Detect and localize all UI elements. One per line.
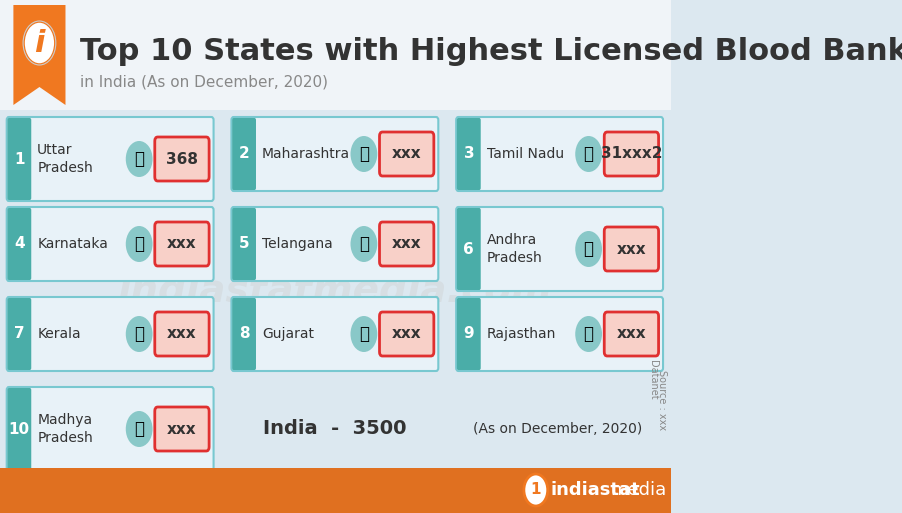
Text: indiastat: indiastat [551,481,640,499]
Text: 368: 368 [166,151,198,167]
FancyBboxPatch shape [6,207,214,281]
Text: 2: 2 [239,147,250,162]
FancyBboxPatch shape [155,407,209,451]
Text: 🗺: 🗺 [359,145,369,163]
Text: (As on December, 2020): (As on December, 2020) [474,422,643,436]
FancyBboxPatch shape [232,297,438,371]
Circle shape [125,141,152,177]
Circle shape [575,136,602,172]
Text: xxx: xxx [617,242,646,256]
FancyBboxPatch shape [232,298,256,370]
FancyBboxPatch shape [6,297,214,371]
FancyBboxPatch shape [7,118,32,200]
Text: 🗺: 🗺 [359,235,369,253]
Circle shape [524,474,548,506]
FancyBboxPatch shape [7,388,32,470]
Text: 10: 10 [9,422,30,437]
FancyBboxPatch shape [155,312,209,356]
FancyBboxPatch shape [6,387,214,471]
Text: 🗺: 🗺 [584,145,594,163]
Circle shape [575,231,602,267]
FancyBboxPatch shape [604,227,658,271]
Text: Rajasthan: Rajasthan [487,327,556,341]
Text: 🗺: 🗺 [134,325,144,343]
FancyBboxPatch shape [7,208,32,280]
Text: in India (As on December, 2020): in India (As on December, 2020) [80,74,328,89]
Text: 7: 7 [14,326,24,342]
Text: Maharashtra: Maharashtra [262,147,350,161]
Text: xxx: xxx [167,422,197,437]
Circle shape [351,136,377,172]
FancyBboxPatch shape [457,208,481,290]
Text: xxx: xxx [167,236,197,251]
Text: 5: 5 [239,236,249,251]
Circle shape [125,411,152,447]
Text: 8: 8 [239,326,249,342]
Circle shape [351,226,377,262]
FancyBboxPatch shape [380,312,434,356]
Text: India  -  3500: India - 3500 [263,420,407,439]
FancyBboxPatch shape [457,298,481,370]
FancyBboxPatch shape [155,222,209,266]
Text: Top 10 States with Highest Licensed Blood Banks: Top 10 States with Highest Licensed Bloo… [80,37,902,67]
FancyBboxPatch shape [232,208,256,280]
FancyBboxPatch shape [232,117,438,191]
Circle shape [125,226,152,262]
Circle shape [575,316,602,352]
Text: indiastatmedia.com: indiastatmedia.com [117,271,552,309]
Text: xxx: xxx [391,326,421,342]
Text: Kerala: Kerala [37,327,81,341]
Text: 9: 9 [464,326,474,342]
FancyBboxPatch shape [456,207,663,291]
Text: Tamil Nadu: Tamil Nadu [487,147,564,161]
Circle shape [23,21,56,65]
Text: 🗺: 🗺 [359,325,369,343]
FancyBboxPatch shape [232,207,438,281]
FancyBboxPatch shape [155,137,209,181]
FancyBboxPatch shape [380,222,434,266]
Text: 🗺: 🗺 [584,325,594,343]
FancyBboxPatch shape [457,118,481,190]
Text: i: i [34,29,45,57]
Text: 🗺: 🗺 [134,420,144,438]
Text: Telangana: Telangana [262,237,333,251]
Text: Datanet: Datanet [649,360,658,400]
Text: 6: 6 [464,242,474,256]
Circle shape [125,316,152,352]
Text: 4: 4 [14,236,24,251]
FancyBboxPatch shape [232,118,256,190]
Text: 🗺: 🗺 [584,240,594,258]
Text: xxx: xxx [617,326,646,342]
Circle shape [351,316,377,352]
FancyBboxPatch shape [0,468,671,513]
FancyBboxPatch shape [604,312,658,356]
Text: Madhya: Madhya [37,413,92,427]
Text: Pradesh: Pradesh [37,431,93,445]
FancyBboxPatch shape [456,297,663,371]
Text: xxx: xxx [391,236,421,251]
Text: 🗺: 🗺 [134,235,144,253]
Text: Pradesh: Pradesh [487,251,542,265]
Text: Karnataka: Karnataka [37,237,108,251]
Text: 1: 1 [530,483,541,498]
FancyBboxPatch shape [6,117,214,201]
Polygon shape [14,5,66,105]
Text: 🗺: 🗺 [134,150,144,168]
Text: xxx: xxx [167,326,197,342]
FancyBboxPatch shape [380,132,434,176]
Text: xxx: xxx [391,147,421,162]
FancyBboxPatch shape [604,132,658,176]
Text: media: media [611,481,667,499]
FancyBboxPatch shape [7,298,32,370]
Text: Andhra: Andhra [487,233,537,247]
Text: 1: 1 [14,151,24,167]
Text: Gujarat: Gujarat [262,327,314,341]
Text: Source : xxx: Source : xxx [658,370,667,430]
FancyBboxPatch shape [0,0,671,110]
Text: 31xxx2: 31xxx2 [601,147,662,162]
Text: Pradesh: Pradesh [37,161,93,175]
FancyBboxPatch shape [456,117,663,191]
Text: Uttar: Uttar [37,143,73,157]
Text: 3: 3 [464,147,474,162]
